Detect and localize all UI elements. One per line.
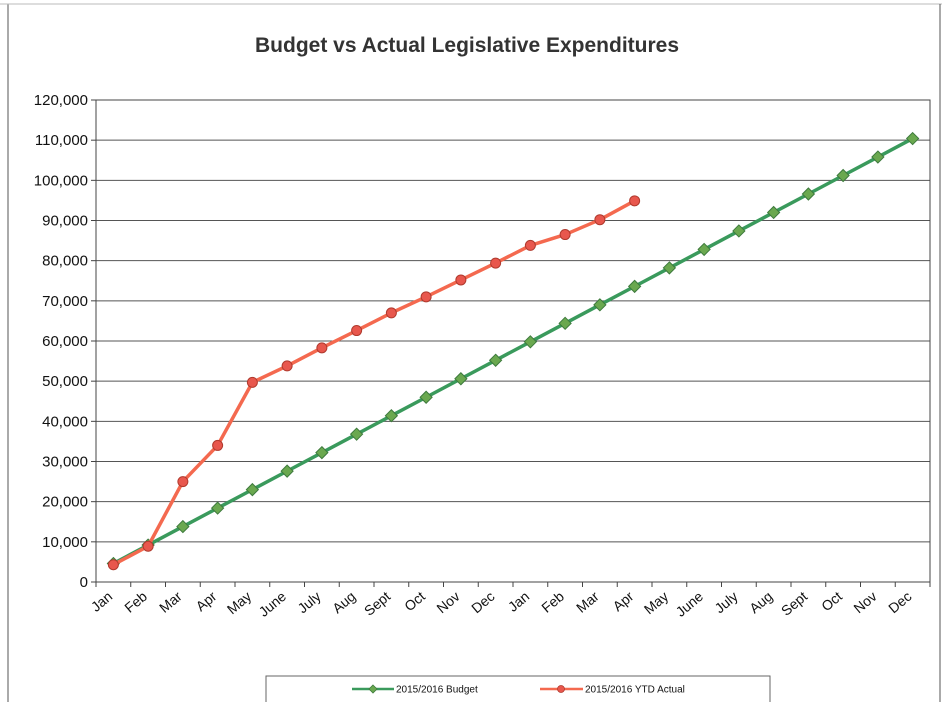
x-tick-label: Feb	[538, 588, 567, 616]
data-point	[594, 214, 606, 226]
data-point	[905, 131, 920, 146]
data-point	[559, 229, 571, 241]
data-point	[212, 439, 224, 451]
data-point	[316, 342, 328, 354]
data-point	[523, 335, 538, 349]
data-point	[351, 325, 363, 337]
y-tick-label: 100,000	[34, 172, 88, 189]
gridlines	[96, 139, 930, 543]
x-tick-label: Nov	[433, 588, 462, 616]
chart-title: Budget vs Actual Legislative Expenditure…	[255, 34, 679, 57]
data-point	[420, 291, 432, 303]
legend-budget-marker	[368, 684, 378, 694]
legend-actual-marker	[557, 685, 565, 693]
x-tick-label: Mar	[156, 588, 185, 616]
data-point	[246, 376, 258, 388]
data-point	[490, 257, 502, 269]
data-point	[280, 464, 294, 478]
x-tick-label: July	[711, 588, 740, 616]
data-point	[697, 242, 711, 257]
x-tick-label: June	[256, 588, 290, 620]
data-point	[662, 261, 677, 275]
x-tick-label: Aug	[746, 588, 775, 616]
x-axis: Jan Feb Mar Apr May June July Aug Sept Oct Nov Dec J…	[88, 582, 931, 620]
data-point	[593, 298, 607, 312]
x-tick-label: Dec	[468, 588, 497, 616]
x-tick-label: Oct	[401, 588, 428, 614]
data-point	[836, 168, 850, 183]
x-tick-label: Apr	[193, 588, 220, 614]
y-tick-label: 70,000	[42, 293, 88, 310]
series-line	[112, 199, 636, 567]
x-tick-label: Aug	[329, 588, 358, 616]
data-point	[801, 187, 816, 201]
x-tick-label: Mar	[573, 588, 602, 616]
data-point	[385, 307, 397, 319]
x-tick-label: Oct	[818, 588, 845, 614]
x-tick-label: Jan	[88, 588, 116, 615]
data-point	[281, 360, 293, 372]
legend-actual-label: 2015/2016 YTD Actual	[585, 685, 685, 696]
x-tick-label: Nov	[850, 588, 879, 616]
x-tick-label: Dec	[885, 588, 914, 616]
legend: 2015/2016 Budget 2015/2016 YTD Actual	[265, 675, 771, 702]
y-tick-label: 80,000	[42, 253, 88, 270]
legend-budget-label: 2015/2016 Budget	[396, 685, 478, 696]
y-tick-label: 120,000	[34, 92, 88, 109]
x-tick-label: Feb	[121, 588, 150, 616]
data-point	[871, 150, 885, 164]
data-point	[629, 195, 641, 207]
data-point	[245, 482, 260, 497]
data-point	[107, 559, 119, 571]
series-actual	[107, 195, 641, 571]
y-tick-label: 110,000	[35, 132, 88, 149]
x-tick-label: Apr	[610, 588, 637, 614]
y-tick-label: 40,000	[42, 413, 88, 430]
y-tick-label: 90,000	[42, 213, 88, 230]
data-point	[210, 501, 225, 515]
series-layer	[106, 131, 920, 571]
y-tick-label: 50,000	[42, 373, 88, 390]
data-point	[732, 224, 746, 238]
x-tick-label: May	[641, 588, 672, 617]
y-tick-label: 0	[80, 574, 88, 591]
data-point	[454, 372, 468, 386]
y-tick-label: 60,000	[42, 333, 88, 350]
y-tick-label: 30,000	[42, 454, 88, 471]
x-tick-label: June	[673, 588, 707, 620]
data-point	[419, 390, 433, 404]
data-point	[766, 205, 781, 220]
data-point	[177, 476, 189, 488]
x-tick-label: July	[294, 588, 323, 616]
data-point	[349, 427, 364, 441]
data-point	[176, 519, 190, 534]
series-budget	[106, 131, 920, 571]
data-point	[558, 316, 572, 331]
x-tick-label: May	[224, 588, 255, 617]
x-tick-label: Sept	[361, 588, 393, 619]
data-point	[455, 274, 467, 286]
x-tick-label: Sept	[778, 588, 810, 619]
x-tick-label: Jan	[505, 588, 533, 615]
y-tick-label: 20,000	[42, 494, 88, 511]
y-tick-label: 10,000	[42, 534, 88, 551]
series-line	[112, 137, 914, 566]
y-axis: 0 10,000 20,000 30,000 40,000 50,000 60,000 70,…	[34, 92, 96, 591]
data-point	[524, 239, 536, 251]
data-point	[315, 445, 329, 460]
data-point	[627, 279, 642, 294]
legend-box	[265, 675, 771, 702]
data-point	[488, 353, 503, 367]
data-point	[142, 540, 154, 552]
data-point	[384, 409, 399, 423]
